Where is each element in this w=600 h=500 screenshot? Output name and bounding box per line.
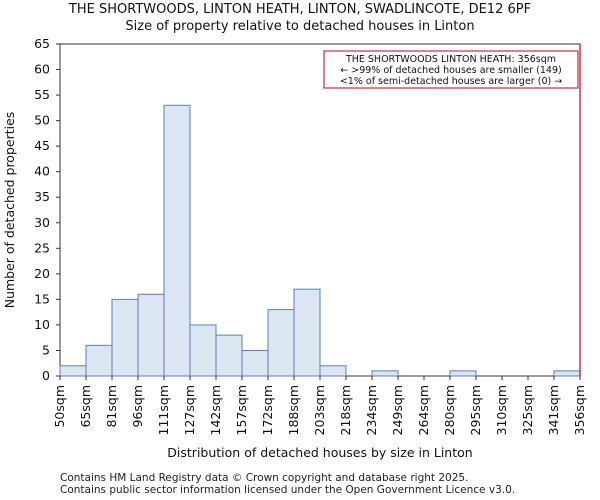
x-tick-label-295sqm: 295sqm xyxy=(468,385,483,435)
annotation-line-2: ← >99% of detached houses are smaller (1… xyxy=(340,65,561,76)
y-tick-label-35: 35 xyxy=(34,189,50,204)
x-tick-label-142sqm: 142sqm xyxy=(208,385,223,435)
x-tick-label-280sqm: 280sqm xyxy=(442,385,457,435)
bar-172sqm xyxy=(267,309,295,377)
footer-licence: Contains public sector information licen… xyxy=(60,484,516,496)
y-tick-label-15: 15 xyxy=(34,291,50,306)
bar-280sqm xyxy=(449,370,477,377)
bar-81sqm xyxy=(111,298,139,377)
bar-188sqm xyxy=(293,288,321,377)
y-tick-label-40: 40 xyxy=(34,164,50,179)
x-tick-label-188sqm: 188sqm xyxy=(286,385,301,435)
x-tick-label-356sqm: 356sqm xyxy=(572,385,587,435)
footer-copyright: Contains HM Land Registry data © Crown c… xyxy=(60,472,469,484)
x-tick-label-264sqm: 264sqm xyxy=(416,385,431,435)
bar-234sqm xyxy=(371,370,399,377)
bar-111sqm xyxy=(163,104,191,377)
x-tick-label-111sqm: 111sqm xyxy=(156,385,171,435)
x-tick-label-341sqm: 341sqm xyxy=(546,385,561,435)
chart-title: THE SHORTWOODS, LINTON HEATH, LINTON, SW… xyxy=(68,2,532,17)
bar-203sqm xyxy=(319,365,347,377)
x-tick-label-310sqm: 310sqm xyxy=(494,385,509,435)
y-tick-label-30: 30 xyxy=(34,215,50,230)
x-tick-label-81sqm: 81sqm xyxy=(104,385,119,428)
x-tick-label-218sqm: 218sqm xyxy=(338,385,353,435)
y-tick-label-0: 0 xyxy=(42,368,50,383)
x-tick-label-50sqm: 50sqm xyxy=(52,385,67,428)
x-tick-label-65sqm: 65sqm xyxy=(78,385,93,428)
chart-subtitle: Size of property relative to detached ho… xyxy=(125,19,475,34)
annotation-line-1: THE SHORTWOODS LINTON HEATH: 356sqm xyxy=(345,54,556,65)
annotation-line-3: <1% of semi-detached houses are larger (… xyxy=(340,76,562,87)
x-tick-label-157sqm: 157sqm xyxy=(234,385,249,435)
bar-157sqm xyxy=(241,349,269,377)
y-tick-label-50: 50 xyxy=(34,113,50,128)
bar-142sqm xyxy=(215,334,243,377)
bar-96sqm xyxy=(137,293,165,377)
y-tick-label-25: 25 xyxy=(34,240,50,255)
x-tick-label-127sqm: 127sqm xyxy=(182,385,197,435)
y-tick-label-55: 55 xyxy=(34,87,50,102)
x-tick-label-172sqm: 172sqm xyxy=(260,385,275,435)
bar-65sqm xyxy=(85,344,113,377)
bar-127sqm xyxy=(189,324,217,377)
y-tick-label-60: 60 xyxy=(34,62,50,77)
x-axis-title: Distribution of detached houses by size … xyxy=(167,445,472,460)
y-tick-label-20: 20 xyxy=(34,266,50,281)
y-tick-label-10: 10 xyxy=(34,317,50,332)
bar-50sqm xyxy=(59,365,87,377)
x-tick-label-325sqm: 325sqm xyxy=(520,385,535,435)
y-tick-label-45: 45 xyxy=(34,138,50,153)
x-tick-label-234sqm: 234sqm xyxy=(364,385,379,435)
annotation-box xyxy=(323,50,579,89)
y-tick-label-65: 65 xyxy=(34,36,50,51)
x-tick-label-203sqm: 203sqm xyxy=(312,385,327,435)
x-tick-label-96sqm: 96sqm xyxy=(130,385,145,428)
bar-341sqm xyxy=(553,370,581,377)
y-tick-label-5: 5 xyxy=(42,342,50,357)
x-tick-label-249sqm: 249sqm xyxy=(390,385,405,435)
y-axis-title: Number of detached properties xyxy=(2,112,17,309)
